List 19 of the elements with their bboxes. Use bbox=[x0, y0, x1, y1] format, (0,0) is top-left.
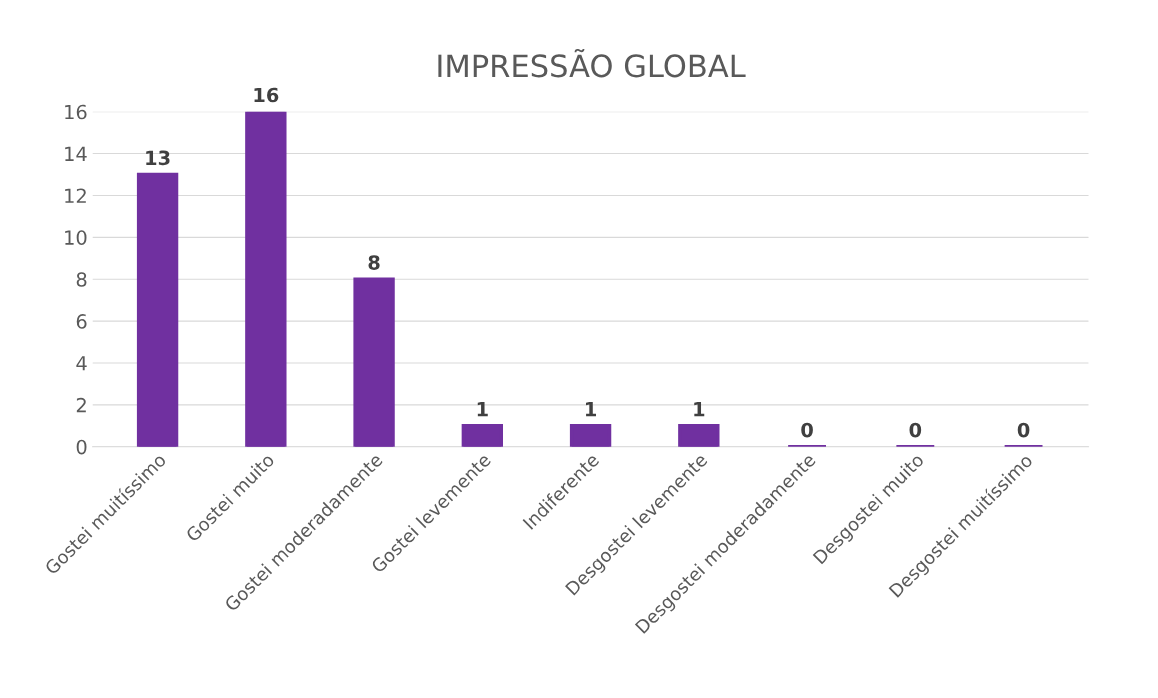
chart-title: IMPRESSÃO GLOBAL bbox=[438, 48, 746, 78]
data-label: 0 bbox=[909, 422, 922, 438]
y-tick-label: 0 bbox=[76, 439, 87, 455]
data-label: 16 bbox=[254, 87, 279, 103]
y-tick-label: 6 bbox=[76, 314, 87, 329]
y-tick-label: 4 bbox=[76, 356, 87, 371]
data-label: 1 bbox=[586, 402, 597, 417]
data-label: 1 bbox=[694, 402, 705, 417]
data-label: 1 bbox=[477, 402, 488, 417]
data-label: 0 bbox=[801, 422, 813, 438]
y-tick-label: 8 bbox=[76, 272, 87, 287]
data-label: 8 bbox=[368, 255, 380, 270]
y-tick-label: 16 bbox=[65, 104, 87, 120]
y-tick-label: 2 bbox=[76, 397, 86, 413]
y-tick-label: 10 bbox=[65, 230, 87, 245]
data-label: 0 bbox=[1017, 422, 1030, 438]
y-tick-label: 12 bbox=[65, 188, 86, 203]
data-label: 13 bbox=[146, 150, 170, 166]
y-tick-label: 14 bbox=[65, 146, 87, 161]
